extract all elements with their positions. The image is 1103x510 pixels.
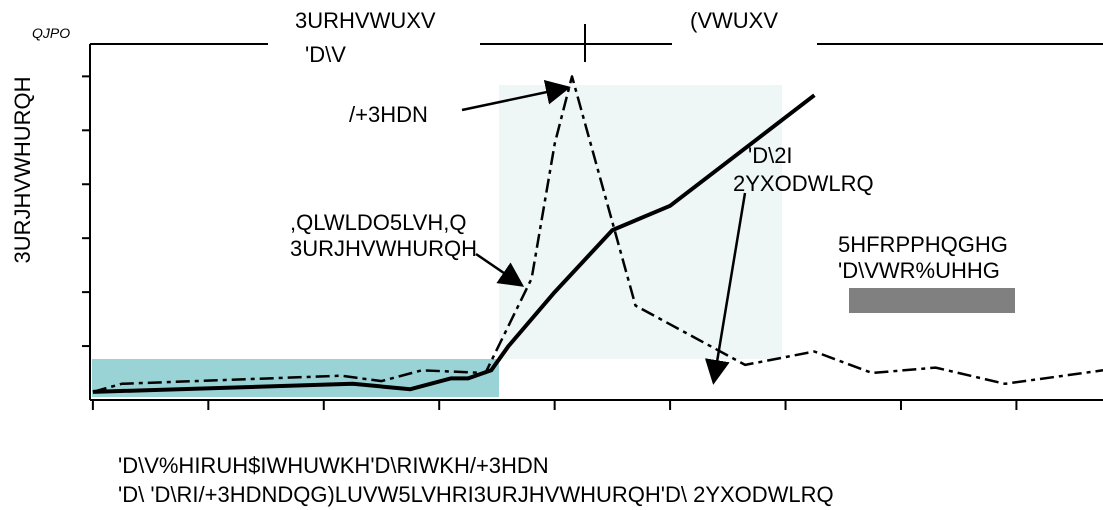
y-axis-unit: QJPO: [32, 25, 70, 41]
x-axis-label-line2: 'D\ 'D\RI/+3HDNDQG)LUVW5LVHRI3URJHVWHURQ…: [118, 482, 834, 507]
peak-phase-band: [499, 85, 782, 359]
x-axis-ticks: [91, 400, 1018, 410]
ovulation-label-line2: 2YXODWLRQ: [733, 171, 874, 196]
estrus-label: (VWUXV: [690, 8, 778, 33]
x-axis-label-line1: 'D\V%HIRUH$IWHUWKH'D\RIWKH/+3HDN: [118, 453, 549, 478]
y-axis-label: 3URJHVWHURQH: [10, 77, 35, 264]
recommended-breed-bar: [849, 288, 1015, 313]
initial-rise-arrow: [475, 252, 525, 287]
recommended-label-line1: 5HFRPPHQGHG: [838, 232, 1008, 257]
lh-peak-arrow: [461, 79, 571, 112]
initial-rise-label-line2: 3URJHVWHURQH: [290, 236, 477, 261]
proestrus-label-line2: 'D\V: [305, 42, 346, 67]
ovulation-arrow: [704, 192, 747, 385]
series-line-dashdot: [92, 75, 1103, 394]
series-line-solid: [92, 93, 816, 394]
lh-peak-label: /+3HDN: [349, 102, 428, 127]
recommended-label-line2: 'D\VWR%UHHG: [838, 258, 1000, 283]
ovulation-label-line1: 'D\2I: [748, 143, 793, 168]
y-axis-ticks: [82, 75, 90, 348]
initial-rise-label-line1: ,QLWLDO5LVH,Q: [290, 210, 466, 235]
proestrus-label-line1: 3URHVWUXV: [295, 8, 436, 33]
